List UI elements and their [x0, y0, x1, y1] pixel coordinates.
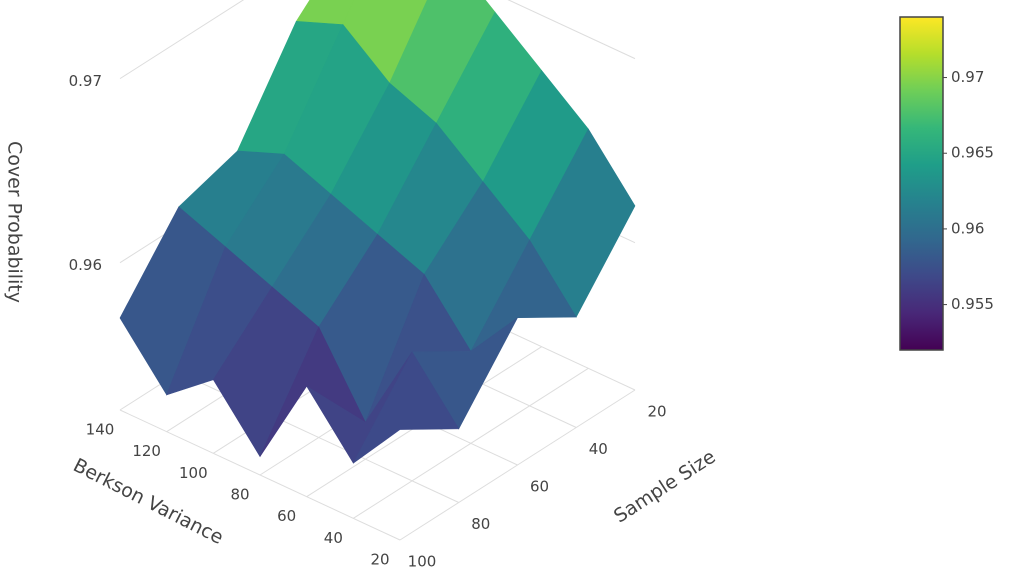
z-tick-label: 0.97 [69, 72, 102, 90]
x-tick-label: 100 [408, 553, 437, 568]
grid-line [119, 0, 636, 80]
x-axis-title: Sample Size [610, 446, 720, 528]
surface-patch [353, 351, 460, 464]
x-tick-label: 20 [647, 403, 666, 421]
y-tick-label: 100 [179, 464, 208, 482]
z-axis-title: Cover Probability [4, 141, 26, 303]
x-tick-label: 80 [471, 515, 490, 533]
colorbar [899, 16, 944, 351]
colorbar-tick-label: 0.965 [951, 144, 994, 162]
y-tick-label: 140 [86, 421, 115, 439]
colorbar-tick-label: 0.97 [951, 68, 984, 86]
y-tick-label: 20 [370, 551, 389, 568]
colorbar-tick-label: 0.955 [951, 295, 994, 313]
x-tick-label: 40 [589, 440, 608, 458]
y-tick-label: 60 [277, 507, 296, 525]
z-tick-label: 0.96 [69, 256, 102, 274]
grid-line [353, 367, 589, 519]
colorbar-tick-label: 0.96 [951, 219, 984, 237]
grid-line [399, 389, 636, 541]
x-tick-label: 60 [530, 478, 549, 496]
y-tick-label: 40 [324, 529, 343, 547]
y-tick-label: 80 [230, 486, 249, 504]
y-tick-label: 120 [132, 442, 161, 460]
